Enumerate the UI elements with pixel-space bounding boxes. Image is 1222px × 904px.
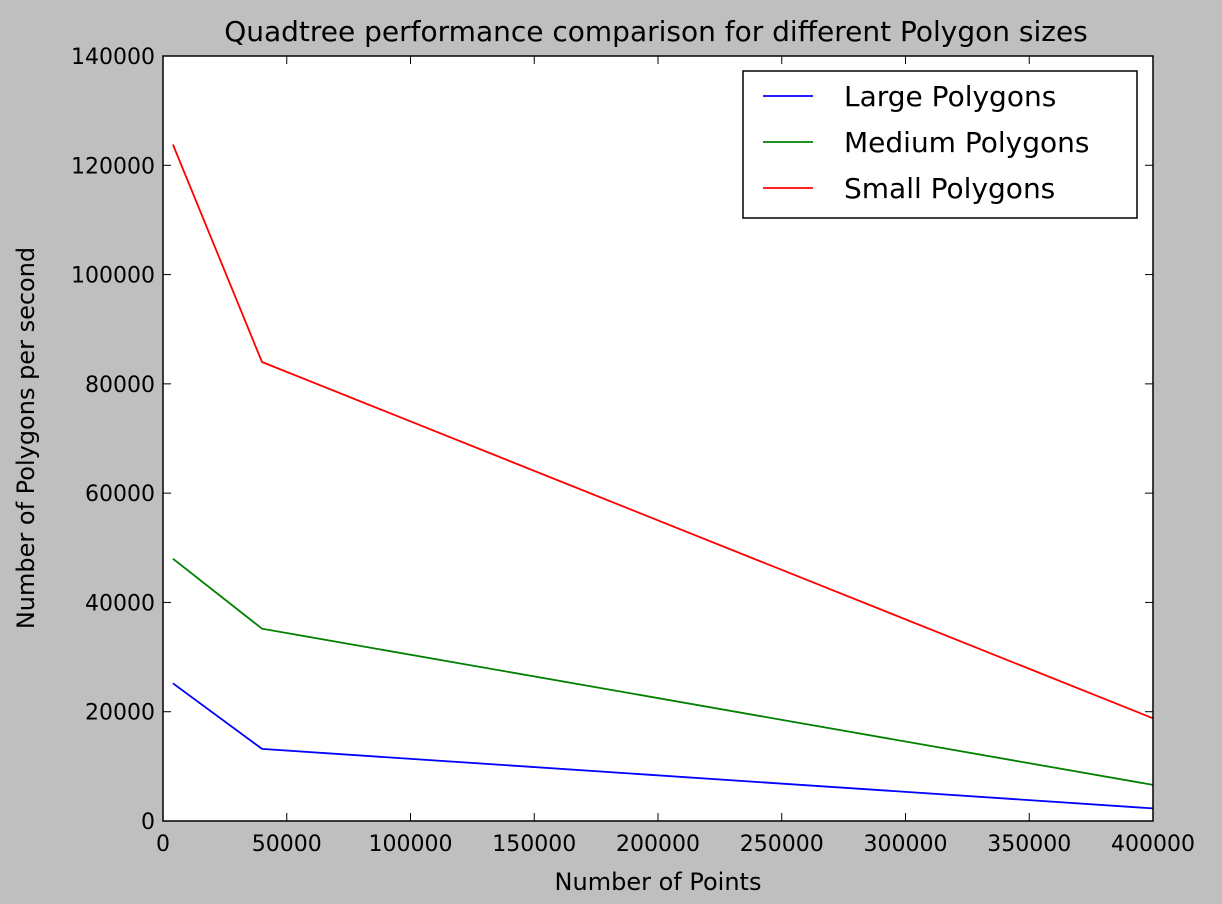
x-tick-label: 200000 — [616, 832, 700, 857]
y-tick-label: 20000 — [85, 701, 155, 726]
y-tick-label: 120000 — [71, 154, 155, 179]
legend-label-large-polygons: Large Polygons — [844, 80, 1056, 113]
series-line-large-polygons — [172, 682, 1154, 810]
series-line-medium-polygons — [172, 557, 1154, 786]
y-tick-label: 140000 — [71, 45, 155, 70]
y-tick-label: 60000 — [85, 482, 155, 507]
x-tick-label: 400000 — [1111, 832, 1195, 857]
x-tick-label: 100000 — [369, 832, 453, 857]
x-tick-labels: 0 50000 100000 150000 200000 250000 300000 3500… — [156, 832, 1195, 857]
legend-label-medium-polygons: Medium Polygons — [844, 126, 1089, 159]
series-lines — [172, 144, 1154, 810]
chart-title: Quadtree performance comparison for diff… — [224, 15, 1088, 48]
legend-label-small-polygons: Small Polygons — [844, 172, 1055, 205]
y-tick-label: 100000 — [71, 264, 155, 289]
y-tick-labels: 0 20000 40000 60000 80000 100000 120000 140000 — [71, 45, 155, 835]
x-tick-label: 0 — [156, 832, 170, 857]
y-tick-label: 40000 — [85, 591, 155, 616]
legend: Large Polygons Medium Polygons Small Polyg… — [742, 70, 1138, 219]
x-tick-label: 150000 — [492, 832, 576, 857]
y-tick-label: 0 — [141, 810, 155, 835]
plot-frame — [162, 55, 1154, 822]
y-axis-label: Number of Polygons per second — [12, 247, 40, 629]
legend-box — [742, 70, 1138, 219]
x-axis-label: Number of Points — [555, 868, 762, 896]
x-tick-label: 350000 — [987, 832, 1071, 857]
series-line-small-polygons — [172, 144, 1154, 720]
y-tick-label: 80000 — [85, 373, 155, 398]
x-tick-label: 300000 — [864, 832, 948, 857]
x-tick-label: 250000 — [740, 832, 824, 857]
x-tick-label: 50000 — [252, 832, 322, 857]
